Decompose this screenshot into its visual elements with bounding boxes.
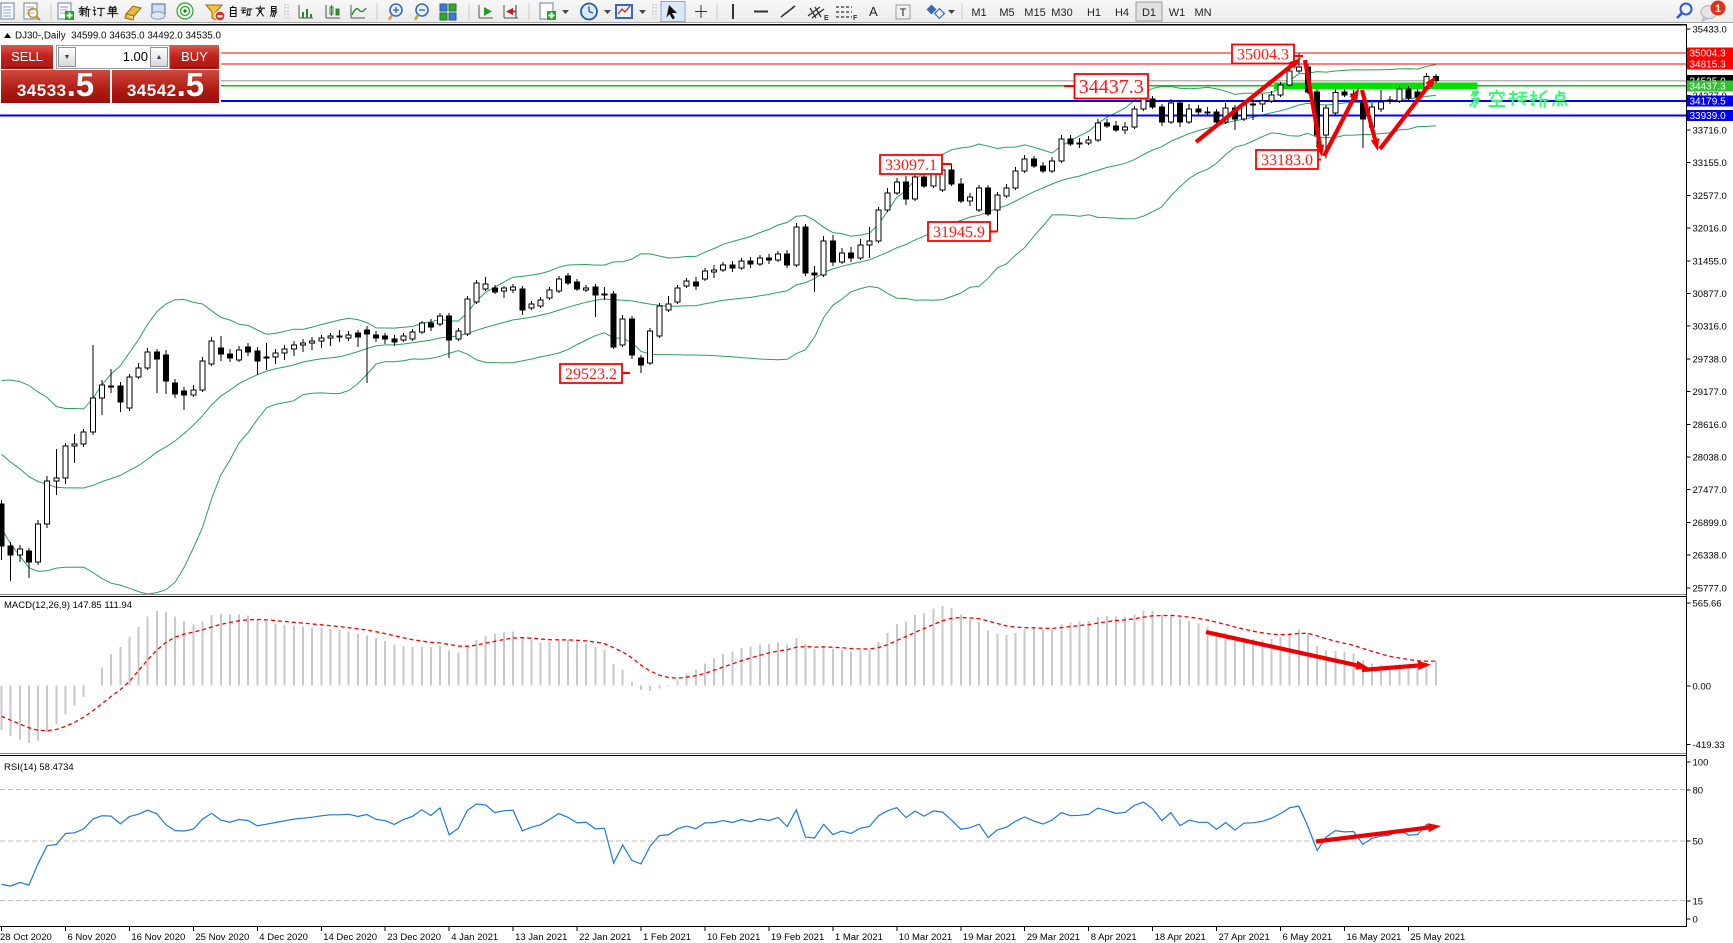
svg-text:19 Mar 2021: 19 Mar 2021 xyxy=(963,932,1016,943)
svg-text:8 Apr 2021: 8 Apr 2021 xyxy=(1091,932,1137,943)
svg-text:D1: D1 xyxy=(1142,7,1156,19)
svg-text:35004.3: 35004.3 xyxy=(1690,49,1727,60)
svg-text:27 Apr 2021: 27 Apr 2021 xyxy=(1219,932,1270,943)
svg-text:MACD(12,26,9) 147.85 111.94: MACD(12,26,9) 147.85 111.94 xyxy=(4,600,132,611)
svg-text:6 Nov 2020: 6 Nov 2020 xyxy=(68,932,117,943)
svg-text:1: 1 xyxy=(1715,3,1721,15)
svg-text:26899.0: 26899.0 xyxy=(1693,518,1727,529)
svg-text:28 Oct 2020: 28 Oct 2020 xyxy=(0,932,52,943)
svg-text:10 Mar 2021: 10 Mar 2021 xyxy=(899,932,952,943)
svg-text:E: E xyxy=(824,15,829,22)
svg-text:H4: H4 xyxy=(1115,7,1129,19)
svg-text:29 Mar 2021: 29 Mar 2021 xyxy=(1027,932,1080,943)
svg-text:34815.3: 34815.3 xyxy=(1690,60,1727,71)
svg-text:33183.0: 33183.0 xyxy=(1261,152,1313,169)
svg-text:F: F xyxy=(853,15,858,22)
svg-text:34437.3: 34437.3 xyxy=(1079,76,1144,98)
svg-text:29738.0: 29738.0 xyxy=(1693,354,1727,365)
svg-text:33716.0: 33716.0 xyxy=(1693,126,1727,137)
svg-text:35433.0: 35433.0 xyxy=(1693,25,1727,36)
svg-text:4 Dec 2020: 4 Dec 2020 xyxy=(259,932,308,943)
svg-text:M5: M5 xyxy=(999,7,1014,19)
svg-text:100: 100 xyxy=(1693,758,1709,769)
svg-text:A: A xyxy=(869,4,878,19)
svg-text:19 Feb 2021: 19 Feb 2021 xyxy=(771,932,824,943)
svg-text:M1: M1 xyxy=(971,7,986,19)
svg-text:33097.1: 33097.1 xyxy=(885,157,937,174)
svg-text:6 May 2021: 6 May 2021 xyxy=(1283,932,1333,943)
svg-text:14 Dec 2020: 14 Dec 2020 xyxy=(323,932,377,943)
svg-text:10 Feb 2021: 10 Feb 2021 xyxy=(707,932,760,943)
svg-text:31455.0: 31455.0 xyxy=(1693,256,1727,267)
svg-text:15: 15 xyxy=(1693,897,1704,908)
svg-text:29523.2: 29523.2 xyxy=(565,366,617,383)
svg-text:26338.0: 26338.0 xyxy=(1693,551,1727,562)
svg-text:30316.0: 30316.0 xyxy=(1693,322,1727,333)
svg-text:13 Jan 2021: 13 Jan 2021 xyxy=(515,932,567,943)
svg-text:22 Jan 2021: 22 Jan 2021 xyxy=(579,932,631,943)
svg-text:M15: M15 xyxy=(1024,7,1045,19)
svg-text:25777.0: 25777.0 xyxy=(1693,583,1727,594)
svg-text:RSI(14) 58.4734: RSI(14) 58.4734 xyxy=(4,762,74,773)
svg-text:1 Feb 2021: 1 Feb 2021 xyxy=(643,932,691,943)
svg-text:T: T xyxy=(900,7,907,19)
svg-text:18 Apr 2021: 18 Apr 2021 xyxy=(1155,932,1206,943)
svg-text:35004.3: 35004.3 xyxy=(1237,46,1289,63)
svg-text:MN: MN xyxy=(1194,7,1211,19)
svg-text:80: 80 xyxy=(1693,786,1704,797)
svg-text:4 Jan 2021: 4 Jan 2021 xyxy=(451,932,498,943)
svg-text:0.00: 0.00 xyxy=(1693,682,1712,693)
svg-text:34179.5: 34179.5 xyxy=(1690,97,1727,108)
svg-text:31945.9: 31945.9 xyxy=(933,224,985,241)
svg-text:27477.0: 27477.0 xyxy=(1693,485,1727,496)
svg-text:34437.3: 34437.3 xyxy=(1690,82,1727,93)
svg-text:565.66: 565.66 xyxy=(1693,599,1722,610)
svg-text:25 Nov 2020: 25 Nov 2020 xyxy=(195,932,249,943)
svg-text:50: 50 xyxy=(1693,837,1704,848)
svg-text:1 Mar 2021: 1 Mar 2021 xyxy=(835,932,883,943)
svg-text:16 May 2021: 16 May 2021 xyxy=(1347,932,1402,943)
svg-text:DJ30-,Daily 34599.0 34635.0 3: DJ30-,Daily 34599.0 34635.0 34492.0 3453… xyxy=(15,31,221,42)
svg-text:33939.0: 33939.0 xyxy=(1690,111,1727,122)
svg-text:-419.33: -419.33 xyxy=(1693,740,1725,751)
svg-text:28616.0: 28616.0 xyxy=(1693,420,1727,431)
svg-text:16 Nov 2020: 16 Nov 2020 xyxy=(131,932,185,943)
svg-text:H1: H1 xyxy=(1087,7,1101,19)
svg-text:33155.0: 33155.0 xyxy=(1693,158,1727,169)
svg-text:W1: W1 xyxy=(1169,7,1186,19)
svg-text:28038.0: 28038.0 xyxy=(1693,453,1727,464)
svg-text:23 Dec 2020: 23 Dec 2020 xyxy=(387,932,441,943)
svg-text:32577.0: 32577.0 xyxy=(1693,191,1727,202)
svg-text:0: 0 xyxy=(1693,915,1698,926)
svg-text:25 May 2021: 25 May 2021 xyxy=(1410,932,1465,943)
svg-text:32016.0: 32016.0 xyxy=(1693,224,1727,235)
svg-text:M30: M30 xyxy=(1051,7,1072,19)
svg-text:30877.0: 30877.0 xyxy=(1693,289,1727,300)
svg-text:29177.0: 29177.0 xyxy=(1693,387,1727,398)
